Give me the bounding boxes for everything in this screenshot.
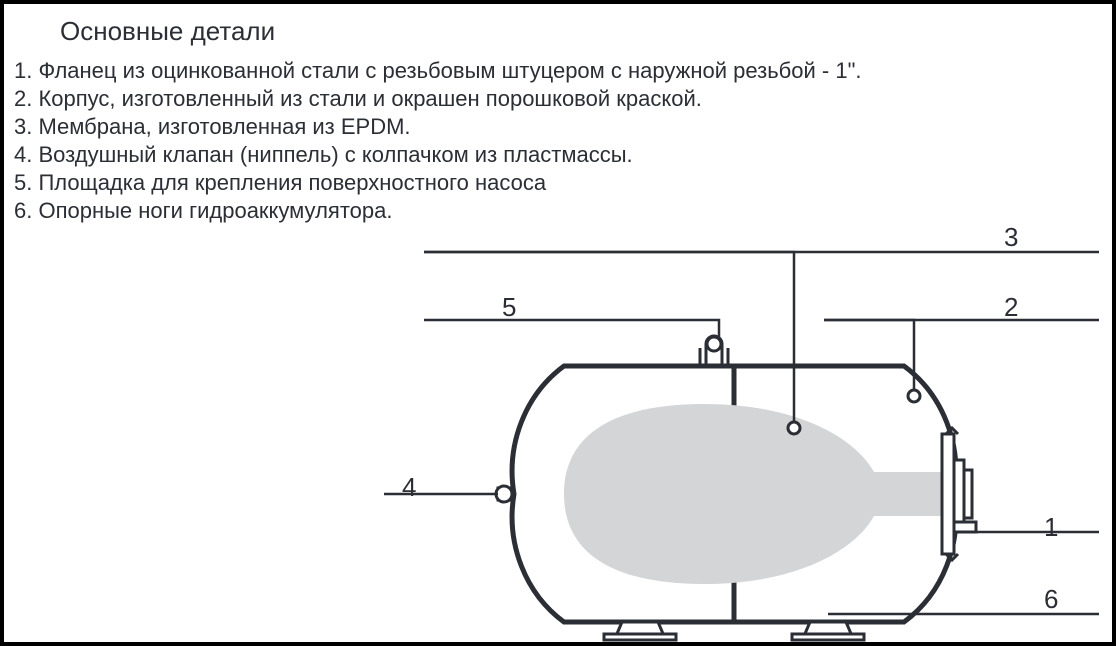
diagram-frame: Основные детали 1. Фланец из оцинкованно…: [0, 0, 1116, 646]
tank-diagram: [4, 4, 1112, 642]
